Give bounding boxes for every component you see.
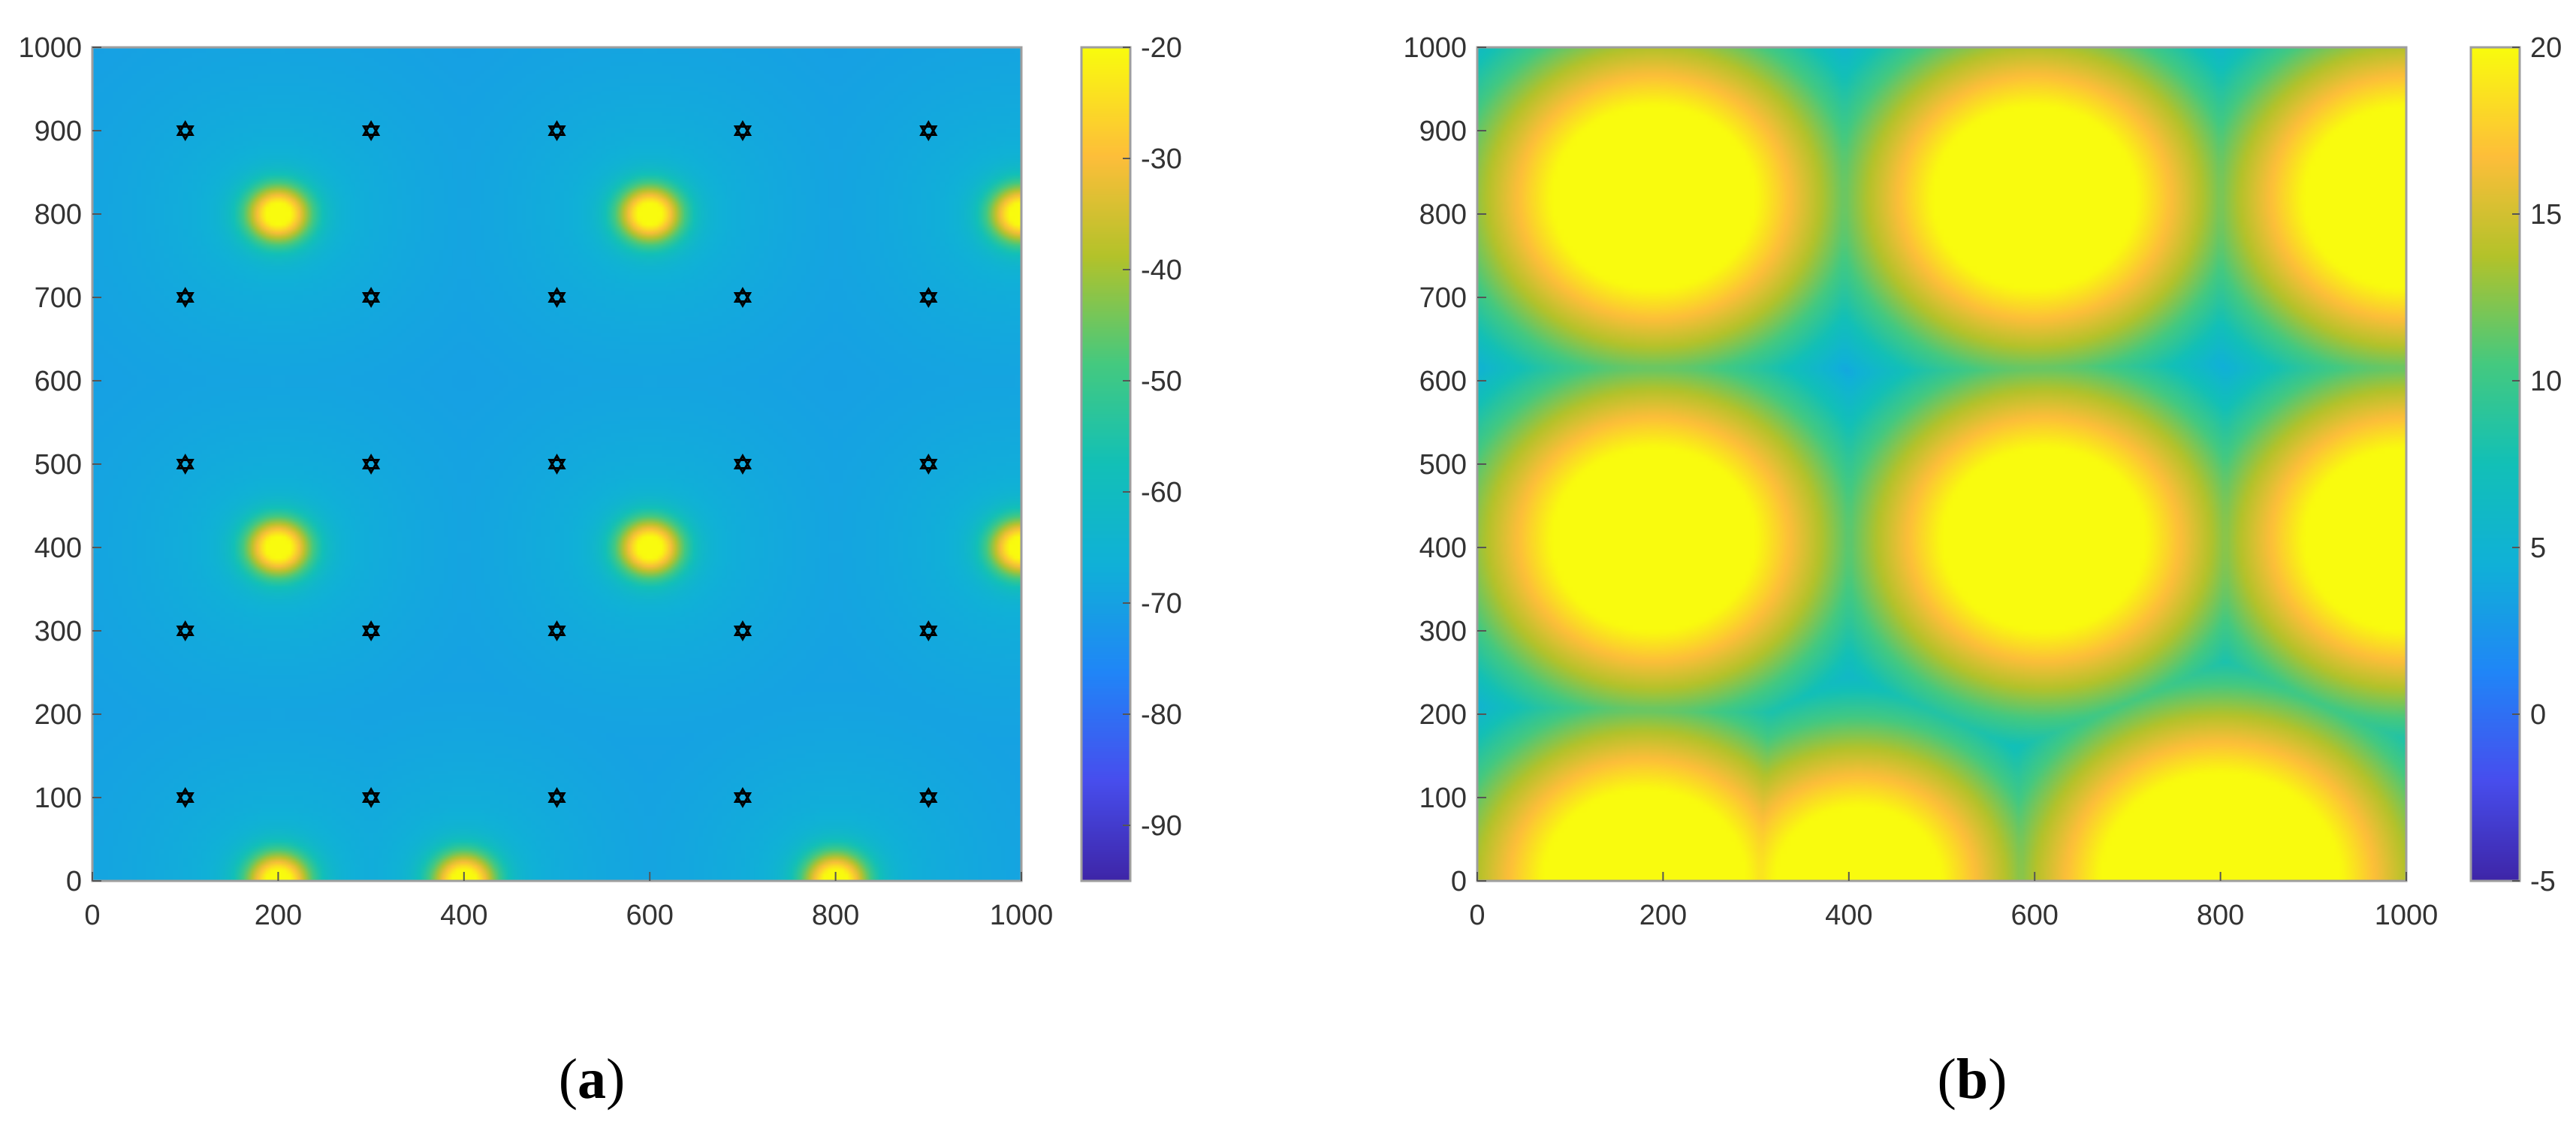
colorbar-axis-b: -5 0 5 10 15 20 (2512, 32, 2562, 897)
x-tick-label: 1000 (990, 900, 1054, 931)
y-tick-label: 200 (35, 699, 82, 731)
x-tick-label: 0 (84, 900, 100, 931)
panel-label-b: (b) (1938, 1048, 2007, 1111)
y-tick-label: 700 (35, 282, 82, 314)
colorbar-tick-label: -80 (1141, 699, 1182, 731)
colorbar-tick-label: 10 (2530, 366, 2562, 397)
colorbar-tick-label: -40 (1141, 255, 1182, 286)
x-tick-label: 0 (1469, 900, 1485, 931)
markers-a (176, 120, 938, 808)
y-tick-label: 800 (35, 199, 82, 231)
y-tick-label: 600 (35, 366, 82, 397)
y-tick-label: 800 (1419, 199, 1467, 231)
hexagram-marker (361, 120, 381, 141)
y-tick-label: 300 (1419, 616, 1467, 647)
y-tick-label: 100 (1419, 783, 1467, 814)
colorbar-a (1081, 47, 1130, 881)
colorbar-tick-label: -60 (1141, 477, 1182, 508)
hexagram-marker (176, 787, 195, 808)
colorbar-tick-label: -20 (1141, 32, 1182, 64)
colorbar-tick-label: -5 (2530, 866, 2556, 897)
hexagram-marker (733, 287, 753, 308)
hexagram-marker (919, 120, 938, 141)
x-tick-label: 200 (255, 900, 302, 931)
hexagram-marker (547, 120, 566, 141)
hexagram-marker (919, 454, 938, 475)
hexagram-marker (176, 620, 195, 641)
hexagram-marker (361, 287, 381, 308)
colorbar-tick-label: -30 (1141, 143, 1182, 175)
colorbar-frame-a (1080, 46, 1132, 882)
hexagram-marker (547, 287, 566, 308)
colorbar-tick-label: -70 (1141, 588, 1182, 620)
x-tick-label: 400 (440, 900, 487, 931)
hexagram-marker (919, 620, 938, 641)
colorbar-frame-b (2469, 46, 2521, 882)
hexagram-marker (919, 287, 938, 308)
panel-a-chart: 0 200 400 600 800 1000 0 100 200 300 400 500 600 700… (18, 32, 1181, 1111)
hexagram-marker (361, 620, 381, 641)
colorbar-tick-label: 0 (2530, 699, 2546, 731)
colorbar-axis-a: -90 -80 -70 -60 -50 -40 -30 -20 (1123, 32, 1182, 842)
hexagram-marker (919, 787, 938, 808)
hexagram-marker (176, 454, 195, 475)
y-tick-label: 1000 (18, 32, 82, 64)
y-tick-label: 100 (35, 783, 82, 814)
hexagram-marker (176, 287, 195, 308)
colorbar-b (2471, 47, 2520, 881)
hexagram-marker (733, 454, 753, 475)
colorbar-tick-label: -90 (1141, 810, 1182, 842)
y-tick-label: 700 (1419, 282, 1467, 314)
colorbar-tick-label: 15 (2530, 199, 2562, 231)
y-tick-label: 300 (35, 616, 82, 647)
colorbar-tick-label: 5 (2530, 532, 2546, 564)
y-axis-b: 0 100 200 300 400 500 600 700 800 900 1000 (1403, 32, 1486, 897)
x-axis-b: 0 200 400 600 800 1000 (1469, 872, 2438, 931)
y-tick-label: 200 (1419, 699, 1467, 731)
panel-label-a: (a) (559, 1048, 626, 1111)
y-tick-label: 1000 (1403, 32, 1467, 64)
x-tick-label: 400 (1825, 900, 1872, 931)
hexagram-marker (176, 120, 195, 141)
x-tick-label: 800 (812, 900, 859, 931)
x-tick-label: 800 (2197, 900, 2244, 931)
panel-b-chart: 0 200 400 600 800 1000 0100200300400500600700… (1403, 32, 2562, 1111)
hexagram-marker (547, 454, 566, 475)
hexagram-marker (733, 787, 753, 808)
y-tick-label: 400 (35, 532, 82, 564)
colorbar-tick-label: 20 (2530, 32, 2562, 64)
hexagram-marker (733, 120, 753, 141)
y-tick-label: 0 (66, 866, 82, 897)
y-tick-label: 900 (1419, 116, 1467, 147)
y-axis-a: 0 100 200 300 400 500 600 700 800 900 1000 (18, 32, 101, 897)
x-tick-label: 1000 (2375, 900, 2439, 931)
hexagram-marker (547, 620, 566, 641)
y-tick-label: 500 (1419, 449, 1467, 481)
y-tick-label: 500 (35, 449, 82, 481)
y-tick-label: 0 (1451, 866, 1467, 897)
x-axis-a: 0 200 400 600 800 1000 (84, 872, 1053, 931)
heatmap-a (92, 47, 1021, 881)
heatmap-b (1477, 47, 2406, 881)
colorbar-tick-label: -50 (1141, 366, 1182, 397)
y-tick-label: 900 (35, 116, 82, 147)
x-tick-label: 200 (1639, 900, 1687, 931)
y-tick-label: 400 (1419, 532, 1467, 564)
y-tick-label: 600 (1419, 366, 1467, 397)
hexagram-marker (361, 454, 381, 475)
x-tick-label: 600 (2010, 900, 2058, 931)
x-tick-label: 600 (626, 900, 673, 931)
hexagram-marker (733, 620, 753, 641)
hexagram-marker (361, 787, 381, 808)
hexagram-marker (547, 787, 566, 808)
